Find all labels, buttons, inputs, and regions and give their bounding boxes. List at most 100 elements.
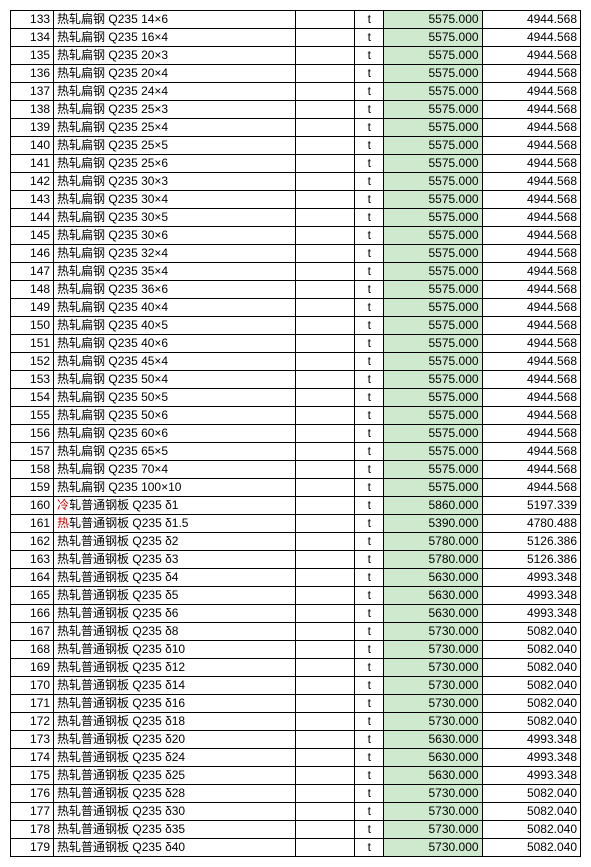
table-row: 138热轧扁钢 Q235 25×3t5575.0004944.568 — [11, 101, 581, 119]
row-gap — [295, 137, 354, 155]
row-price-1: 5575.000 — [384, 263, 482, 281]
table-row: 148热轧扁钢 Q235 36×6t5575.0004944.568 — [11, 281, 581, 299]
row-unit: t — [355, 551, 384, 569]
row-unit: t — [355, 155, 384, 173]
row-description: 热轧扁钢 Q235 25×4 — [54, 119, 296, 137]
row-unit: t — [355, 785, 384, 803]
table-row: 147热轧扁钢 Q235 35×4t5575.0004944.568 — [11, 263, 581, 281]
row-gap — [295, 677, 354, 695]
row-price-1: 5860.000 — [384, 497, 482, 515]
row-price-2: 4944.568 — [482, 173, 580, 191]
row-unit: t — [355, 281, 384, 299]
row-gap — [295, 263, 354, 281]
row-index: 144 — [11, 209, 54, 227]
price-table-body: 133热轧扁钢 Q235 14×6t5575.0004944.568134热轧扁… — [11, 11, 581, 857]
row-price-2: 4944.568 — [482, 47, 580, 65]
row-unit: t — [355, 335, 384, 353]
table-row: 167热轧普通钢板 Q235 δ8t5730.0005082.040 — [11, 623, 581, 641]
row-unit: t — [355, 713, 384, 731]
row-index: 179 — [11, 839, 54, 857]
row-price-1: 5730.000 — [384, 821, 482, 839]
row-description: 热轧普通钢板 Q235 δ20 — [54, 731, 296, 749]
row-description: 热轧扁钢 Q235 30×4 — [54, 191, 296, 209]
row-gap — [295, 209, 354, 227]
row-gap — [295, 641, 354, 659]
row-index: 152 — [11, 353, 54, 371]
price-table: 133热轧扁钢 Q235 14×6t5575.0004944.568134热轧扁… — [10, 10, 581, 857]
row-description: 热轧普通钢板 Q235 δ30 — [54, 803, 296, 821]
row-unit: t — [355, 443, 384, 461]
row-description: 热轧普通钢板 Q235 δ8 — [54, 623, 296, 641]
row-unit: t — [355, 371, 384, 389]
row-gap — [295, 443, 354, 461]
row-description: 热轧普通钢板 Q235 δ6 — [54, 605, 296, 623]
row-price-1: 5575.000 — [384, 83, 482, 101]
row-price-1: 5575.000 — [384, 299, 482, 317]
row-price-1: 5575.000 — [384, 335, 482, 353]
table-row: 145热轧扁钢 Q235 30×6t5575.0004944.568 — [11, 227, 581, 245]
row-price-2: 4944.568 — [482, 245, 580, 263]
row-gap — [295, 569, 354, 587]
row-price-2: 5082.040 — [482, 803, 580, 821]
row-index: 157 — [11, 443, 54, 461]
row-unit: t — [355, 137, 384, 155]
row-description: 热轧普通钢板 Q235 δ16 — [54, 695, 296, 713]
table-row: 152热轧扁钢 Q235 45×4t5575.0004944.568 — [11, 353, 581, 371]
table-row: 153热轧扁钢 Q235 50×4t5575.0004944.568 — [11, 371, 581, 389]
row-description: 热轧扁钢 Q235 40×5 — [54, 317, 296, 335]
row-unit: t — [355, 209, 384, 227]
table-row: 166热轧普通钢板 Q235 δ6t5630.0004993.348 — [11, 605, 581, 623]
row-price-1: 5575.000 — [384, 479, 482, 497]
row-index: 142 — [11, 173, 54, 191]
table-row: 163热轧普通钢板 Q235 δ3t5780.0005126.386 — [11, 551, 581, 569]
row-index: 169 — [11, 659, 54, 677]
row-price-2: 4944.568 — [482, 209, 580, 227]
row-description: 热轧扁钢 Q235 50×5 — [54, 389, 296, 407]
row-description: 热轧普通钢板 Q235 δ5 — [54, 587, 296, 605]
row-unit: t — [355, 533, 384, 551]
row-index: 161 — [11, 515, 54, 533]
row-price-2: 4944.568 — [482, 371, 580, 389]
row-gap — [295, 785, 354, 803]
row-gap — [295, 83, 354, 101]
row-index: 145 — [11, 227, 54, 245]
row-price-2: 4993.348 — [482, 767, 580, 785]
row-unit: t — [355, 65, 384, 83]
row-gap — [295, 11, 354, 29]
row-description: 热轧扁钢 Q235 40×4 — [54, 299, 296, 317]
row-price-2: 4944.568 — [482, 191, 580, 209]
table-row: 168热轧普通钢板 Q235 δ10t5730.0005082.040 — [11, 641, 581, 659]
table-row: 142热轧扁钢 Q235 30×3t5575.0004944.568 — [11, 173, 581, 191]
row-price-2: 4944.568 — [482, 461, 580, 479]
row-index: 167 — [11, 623, 54, 641]
row-gap — [295, 605, 354, 623]
row-index: 146 — [11, 245, 54, 263]
row-price-1: 5630.000 — [384, 605, 482, 623]
row-price-2: 5082.040 — [482, 677, 580, 695]
row-index: 174 — [11, 749, 54, 767]
row-description: 热轧普通钢板 Q235 δ40 — [54, 839, 296, 857]
row-gap — [295, 173, 354, 191]
row-price-2: 4944.568 — [482, 443, 580, 461]
row-gap — [295, 299, 354, 317]
row-price-2: 5082.040 — [482, 623, 580, 641]
row-description: 冷轧普通钢板 Q235 δ1 — [54, 497, 296, 515]
row-index: 150 — [11, 317, 54, 335]
row-index: 160 — [11, 497, 54, 515]
row-price-2: 4944.568 — [482, 155, 580, 173]
row-unit: t — [355, 47, 384, 65]
row-index: 170 — [11, 677, 54, 695]
row-price-2: 4944.568 — [482, 101, 580, 119]
row-gap — [295, 425, 354, 443]
table-row: 149热轧扁钢 Q235 40×4t5575.0004944.568 — [11, 299, 581, 317]
row-price-1: 5575.000 — [384, 407, 482, 425]
row-price-2: 4944.568 — [482, 353, 580, 371]
table-row: 143热轧扁钢 Q235 30×4t5575.0004944.568 — [11, 191, 581, 209]
table-row: 144热轧扁钢 Q235 30×5t5575.0004944.568 — [11, 209, 581, 227]
row-unit: t — [355, 515, 384, 533]
row-unit: t — [355, 749, 384, 767]
row-description: 热轧扁钢 Q235 20×4 — [54, 65, 296, 83]
row-index: 156 — [11, 425, 54, 443]
table-row: 177热轧普通钢板 Q235 δ30t5730.0005082.040 — [11, 803, 581, 821]
row-price-1: 5730.000 — [384, 839, 482, 857]
